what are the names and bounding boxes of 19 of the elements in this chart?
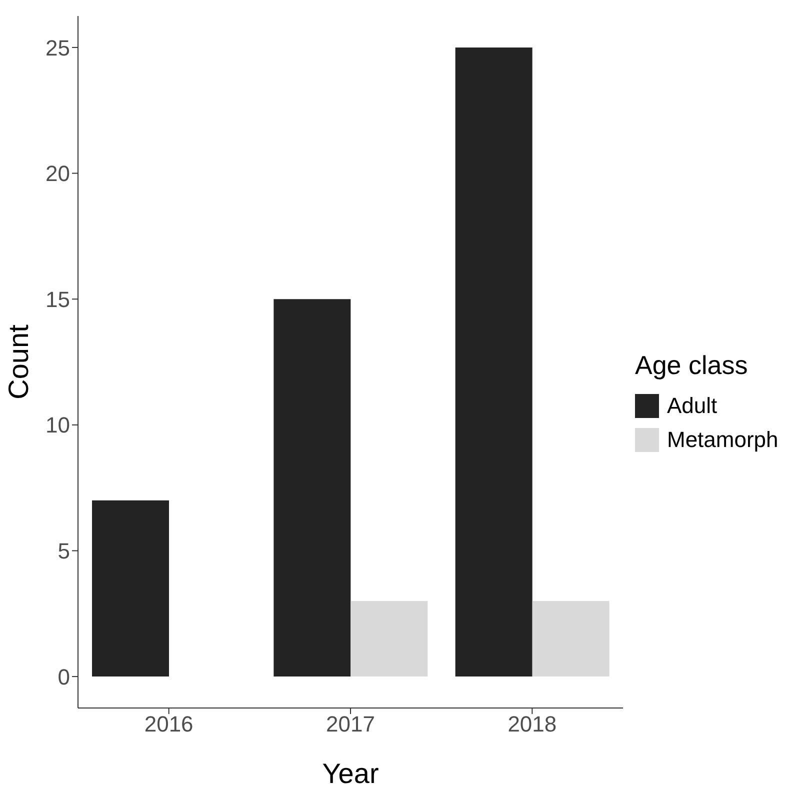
bar (92, 500, 169, 677)
legend-label: Adult (667, 392, 718, 418)
bar (532, 601, 610, 677)
y-tick-label: 20 (46, 161, 70, 186)
x-tick-label: 2018 (508, 712, 557, 737)
y-tick-label: 15 (46, 286, 70, 312)
y-tick-label: 25 (46, 35, 70, 60)
y-tick-label: 5 (58, 538, 70, 564)
x-axis-title: Year (322, 758, 379, 789)
x-tick-label: 2016 (144, 712, 194, 737)
bar (455, 47, 532, 677)
bar (350, 601, 428, 677)
y-tick-label: 10 (46, 412, 70, 438)
legend-title: Age class (635, 350, 749, 380)
bar (274, 299, 351, 677)
x-tick-label: 2017 (326, 712, 375, 737)
y-tick-label: 0 (58, 664, 70, 690)
legend-label: Metamorph (667, 426, 778, 452)
y-axis-title: Count (2, 324, 34, 400)
